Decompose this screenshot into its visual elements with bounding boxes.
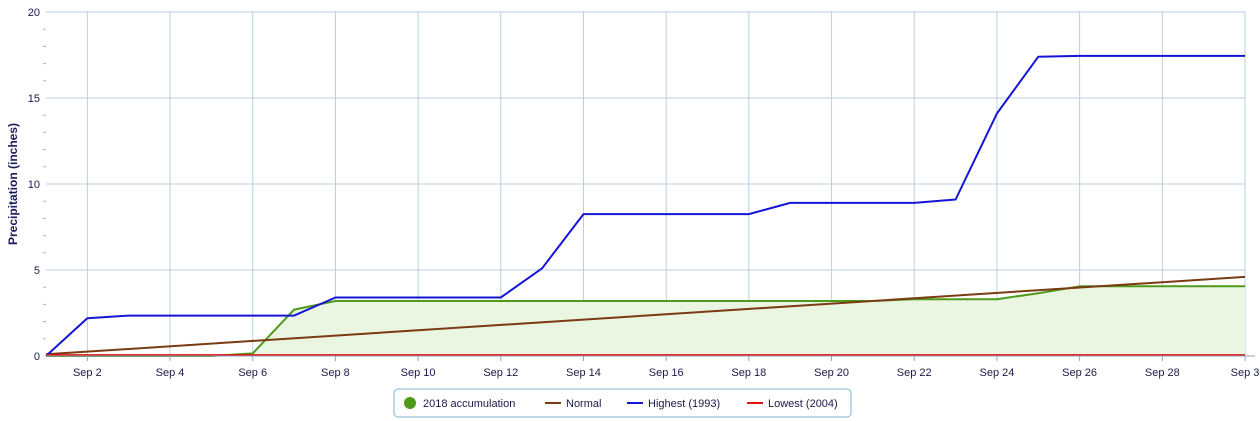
legend-label-normal[interactable]: Normal [566, 398, 601, 410]
y-tick-label: 0 [34, 351, 40, 363]
x-tick-label: Sep 12 [483, 367, 518, 379]
y-tick-label: 5 [34, 265, 40, 277]
legend-label-lowest-2004[interactable]: Lowest (2004) [768, 398, 838, 410]
x-tick-label: Sep 14 [566, 367, 601, 379]
x-tick-label: Sep 8 [321, 367, 350, 379]
x-tick-label: Sep 28 [1145, 367, 1180, 379]
x-tick-label: Sep 26 [1062, 367, 1097, 379]
x-tick-label: Sep 16 [649, 367, 684, 379]
y-tick-label: 10 [28, 179, 40, 191]
x-tick-label: Sep 10 [401, 367, 436, 379]
y-tick-label: 20 [28, 7, 40, 19]
x-tick-label: Sep 2 [73, 367, 102, 379]
x-tick-label: Sep 4 [156, 367, 185, 379]
legend-marker-2018-accumulation [404, 397, 416, 409]
x-tick-label: Sep 3 [1231, 367, 1260, 379]
legend-label-2018-accumulation[interactable]: 2018 accumulation [423, 398, 515, 410]
y-tick-label: 15 [28, 93, 40, 105]
series-line-2018-accumulation [46, 285, 1245, 357]
axes: 0 5 10 15 20 Sep 2 Sep 4 Sep 6 Sep 8 Sep 10 Sep 12… [28, 7, 1260, 379]
series-line-highest-1993 [45, 54, 1245, 357]
x-tick-label: Sep 20 [814, 367, 849, 379]
series-area-2018-accumulation [46, 286, 1245, 356]
line-layer [45, 54, 1246, 357]
legend-label-highest-1993[interactable]: Highest (1993) [648, 398, 720, 410]
legend[interactable]: 2018 accumulation Normal Highest (1993) Low… [393, 388, 852, 418]
x-tick-label: Sep 6 [238, 367, 267, 379]
x-tick-label: Sep 24 [979, 367, 1014, 379]
y-axis-title: Precipitation (inches) [6, 123, 20, 245]
x-tick-label: Sep 18 [731, 367, 766, 379]
x-tick-label: Sep 22 [897, 367, 932, 379]
area-layer [46, 286, 1245, 356]
legend-box [393, 388, 852, 418]
series-line-normal [45, 275, 1246, 356]
